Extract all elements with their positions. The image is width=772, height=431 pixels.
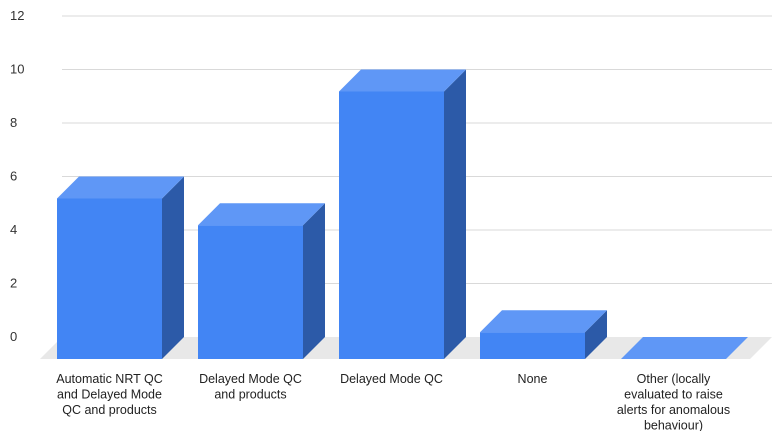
bar-top — [57, 176, 184, 199]
bar — [198, 203, 325, 359]
x-category-label: Delayed Mode QC — [340, 372, 443, 386]
x-category-label: Automatic NRT QC and Delayed Mode QC and p… — [56, 372, 163, 417]
y-tick-label: 10 — [10, 62, 24, 77]
x-category-label: Other (locally evaluated to raise alerts f… — [617, 372, 730, 431]
bar-side — [303, 203, 325, 359]
y-tick-label: 2 — [10, 276, 17, 291]
bar-side — [162, 176, 184, 359]
bars-layer — [57, 69, 748, 359]
y-tick-label: 12 — [10, 8, 24, 23]
bar-front — [198, 225, 303, 359]
x-axis-labels: Automatic NRT QC and Delayed Mode QC and p… — [56, 372, 730, 431]
bar-top — [621, 337, 748, 359]
y-tick-label: 4 — [10, 222, 17, 237]
bar — [621, 337, 748, 359]
x-category-label: None — [518, 372, 548, 386]
bar-side — [444, 69, 466, 359]
bar-top — [480, 310, 607, 333]
bar — [480, 310, 607, 359]
bar-side — [585, 310, 607, 359]
bar-top — [198, 203, 325, 226]
bar-front — [339, 91, 444, 359]
bar — [339, 69, 466, 359]
bar-front — [57, 198, 162, 359]
bar-top — [339, 69, 466, 92]
y-tick-label: 0 — [10, 329, 17, 344]
bar — [57, 176, 184, 359]
x-category-label: Delayed Mode QC and products — [199, 372, 302, 402]
y-tick-label: 6 — [10, 169, 17, 184]
y-tick-label: 8 — [10, 115, 17, 130]
y-axis-ticks: 0 2 4 6 8 10 12 — [10, 8, 24, 344]
bar-front — [480, 332, 585, 359]
